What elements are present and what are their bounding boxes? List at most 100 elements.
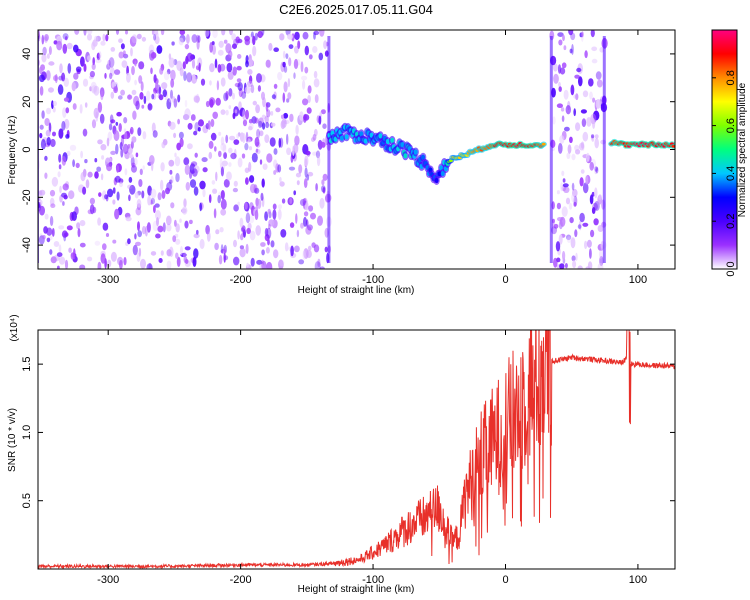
noise-speck-0 [239, 245, 244, 250]
noise-speck-0 [210, 132, 217, 141]
noise-speck-0 [199, 202, 202, 212]
noise-speck-1 [582, 222, 589, 227]
noise-speck-0 [228, 162, 232, 167]
noise-speck-0 [117, 95, 123, 100]
noise-speck-0 [89, 197, 95, 205]
noise-speck-0 [184, 43, 190, 50]
noise-speck-1 [567, 144, 572, 154]
noise-speck-0 [208, 140, 214, 149]
noise-speck-1 [562, 178, 566, 183]
noise-speck-0 [215, 229, 220, 235]
noise-speck-1 [594, 187, 598, 199]
noise-speck-1 [552, 63, 558, 72]
signal-point [434, 177, 439, 184]
noise-speck-0 [249, 175, 255, 183]
noise-speck-0 [94, 171, 99, 179]
noise-speck-0 [77, 228, 81, 238]
noise-speck-0 [225, 109, 229, 116]
noise-speck-0 [127, 184, 133, 190]
noise-speck-1 [575, 149, 581, 155]
noise-speck-0 [279, 181, 285, 187]
noise-speck-0 [205, 100, 210, 108]
noise-speck-0 [281, 198, 286, 204]
spectrogram-noise-layer [38, 30, 608, 269]
noise-speck-0 [146, 90, 151, 101]
signal-point [541, 142, 546, 146]
noise-speck-0 [169, 179, 173, 184]
noise-speck-0 [260, 242, 266, 247]
noise-speck-0 [264, 228, 269, 237]
noise-speck-0 [323, 40, 328, 50]
noise-speck-0 [125, 30, 128, 35]
noise-speck-0 [220, 198, 227, 210]
noise-speck-0 [245, 131, 249, 143]
noise-speck-0 [82, 78, 89, 87]
noise-speck-1 [572, 260, 577, 269]
noise-speck-0 [142, 131, 147, 140]
noise-speck-0 [266, 261, 273, 269]
noise-speck-0 [124, 131, 131, 139]
noise-speck-0 [264, 115, 269, 124]
noise-speck-0 [156, 217, 159, 227]
noise-speck-1 [573, 108, 576, 117]
noise-speck-0 [269, 137, 276, 147]
noise-speck-0 [257, 30, 263, 39]
noise-speck-0 [185, 259, 189, 264]
noise-speck-0 [262, 97, 266, 108]
noise-speck-0 [147, 103, 153, 111]
noise-speck-0 [242, 109, 246, 120]
noise-speck-0 [116, 111, 122, 117]
noise-speck-0 [150, 188, 157, 199]
noise-speck-0 [160, 179, 164, 191]
noise-speck-1 [595, 99, 601, 109]
noise-speck-0 [193, 186, 199, 196]
noise-speck-0 [209, 80, 212, 86]
noise-speck-0 [118, 123, 122, 132]
noise-speck-0 [230, 152, 237, 160]
signal-point [440, 170, 445, 177]
noise-speck-0 [120, 148, 124, 158]
noise-speck-0 [56, 40, 63, 51]
noise-speck-0 [166, 215, 172, 226]
noise-speck-0 [283, 112, 289, 119]
noise-speck-0 [165, 187, 170, 195]
noise-speck-1 [576, 67, 582, 73]
noise-speck-0 [261, 178, 265, 188]
noise-speck-1 [558, 142, 563, 154]
noise-edge-spike [549, 36, 553, 263]
noise-speck-0 [38, 190, 43, 197]
noise-speck-1 [570, 84, 575, 96]
noise-speck-1 [566, 236, 572, 244]
x-tick-label: 100 [629, 274, 647, 286]
noise-speck-1 [578, 220, 582, 231]
noise-speck-0 [131, 165, 137, 173]
noise-speck-0 [72, 159, 75, 168]
noise-speck-0 [97, 101, 103, 113]
noise-speck-0 [294, 31, 300, 41]
noise-speck-0 [98, 192, 102, 198]
noise-speck-0 [265, 121, 270, 129]
noise-speck-0 [136, 199, 142, 208]
noise-speck-0 [110, 91, 115, 99]
noise-speck-0 [209, 99, 214, 108]
noise-speck-0 [226, 171, 232, 181]
noise-speck-0 [58, 153, 62, 163]
noise-speck-0 [237, 157, 243, 168]
noise-speck-0 [139, 92, 144, 100]
noise-speck-0 [252, 35, 256, 46]
noise-speck-0 [158, 94, 164, 101]
noise-speck-1 [564, 263, 568, 269]
noise-speck-0 [280, 114, 285, 120]
noise-speck-0 [217, 64, 222, 73]
noise-speck-0 [170, 202, 175, 209]
noise-speck-0 [112, 187, 116, 194]
noise-speck-0 [216, 80, 220, 91]
noise-speck-0 [312, 133, 317, 141]
snr-x-label: Height of straight line (km) [298, 584, 415, 595]
noise-speck-0 [286, 98, 290, 103]
noise-speck-0 [157, 192, 162, 201]
noise-speck-0 [304, 45, 309, 56]
noise-speck-0 [234, 109, 238, 114]
noise-speck-0 [50, 138, 56, 148]
